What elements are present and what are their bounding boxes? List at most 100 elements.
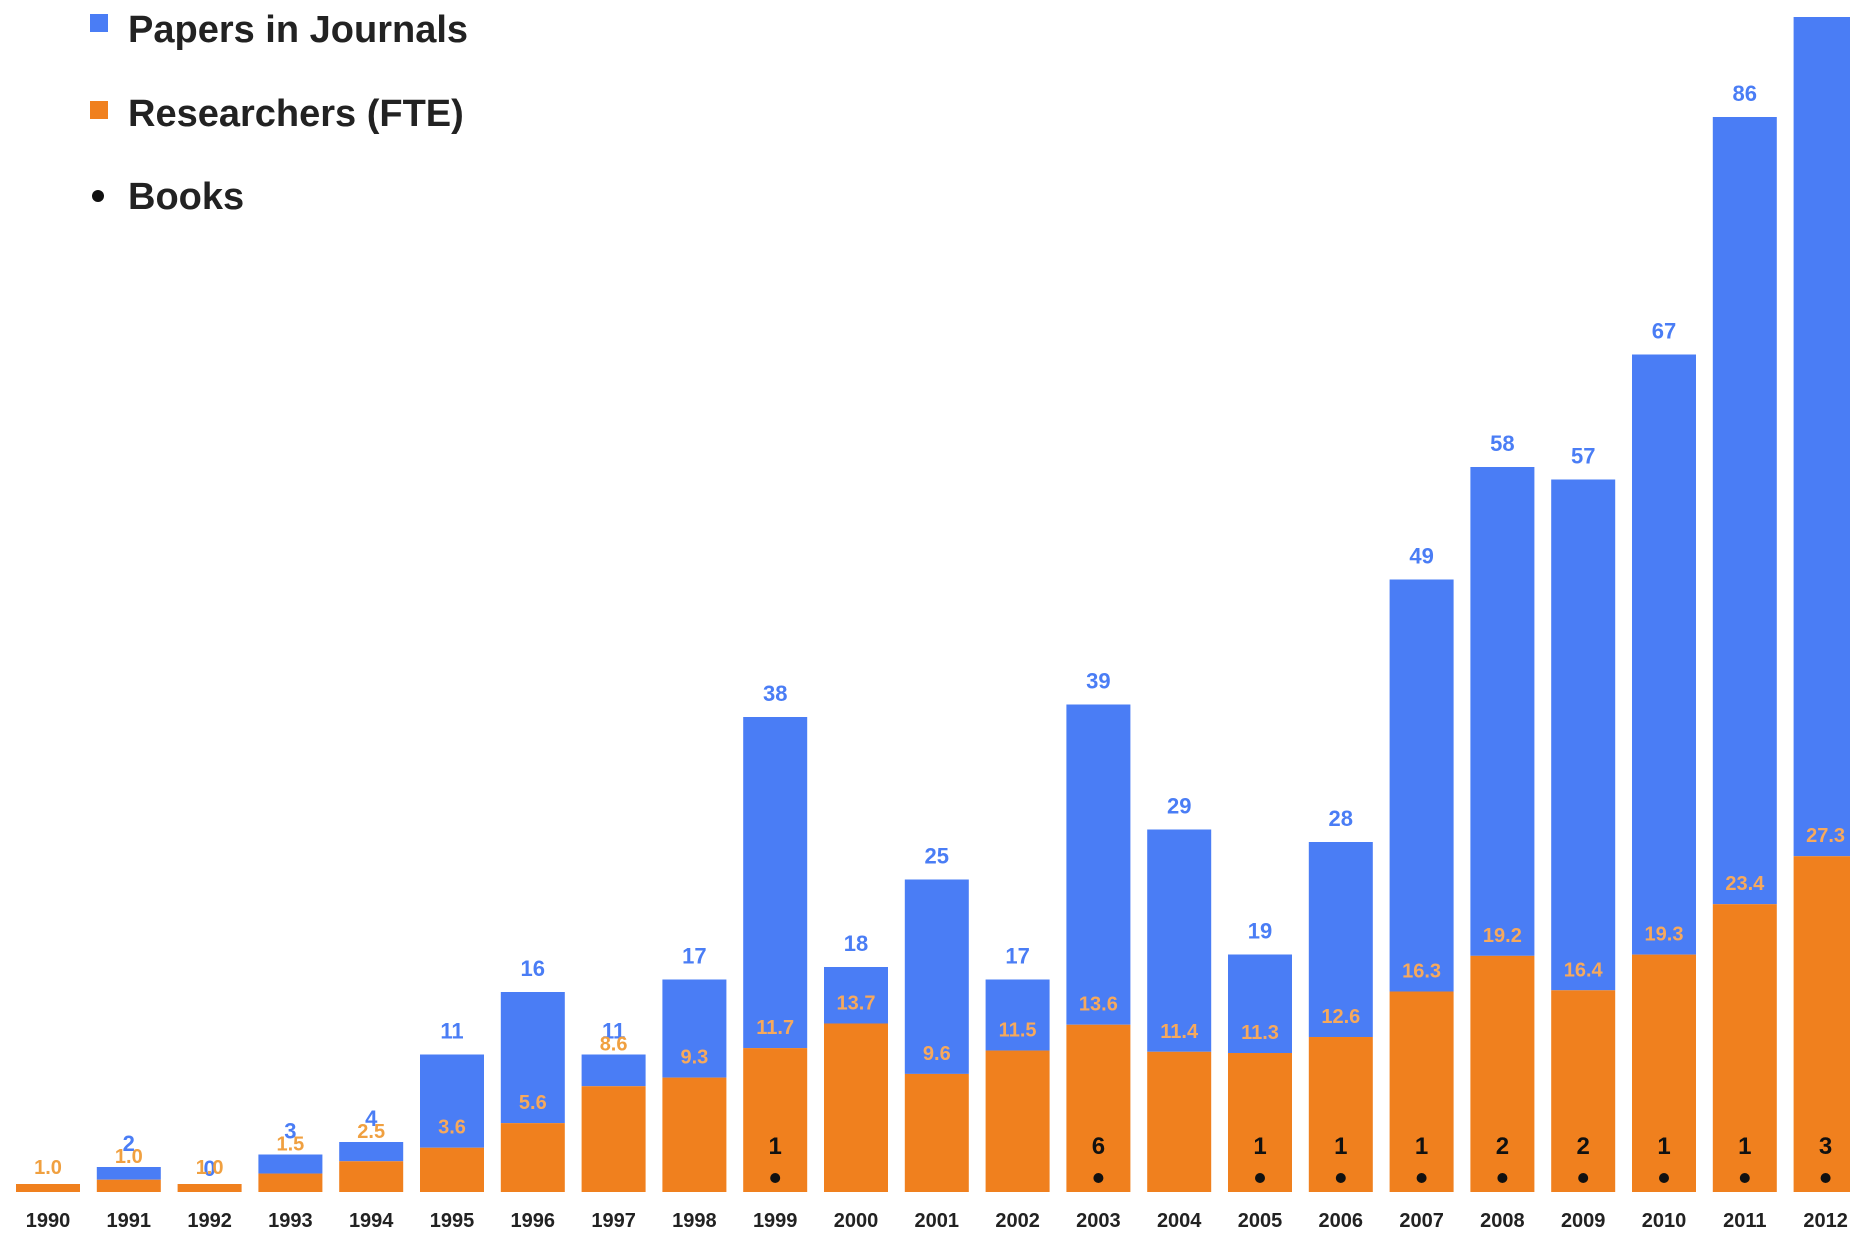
researchers-label-2001: 9.6	[923, 1043, 951, 1065]
x-tick-2008: 2008	[1480, 1210, 1525, 1232]
books-marker-2011	[1739, 1173, 1750, 1183]
researchers-label-2004: 11.4	[1160, 1021, 1199, 1043]
papers-label-1995: 11	[440, 1019, 463, 1044]
researchers-label-2002: 11.5	[999, 1020, 1037, 1042]
papers-label-1999: 38	[763, 681, 787, 706]
papers-label-1991: 2	[123, 1131, 135, 1156]
researchers-label-1998: 9.3	[680, 1047, 708, 1069]
papers-label-2011: 86	[1733, 81, 1757, 106]
researchers-label-2008: 19.2	[1483, 925, 1522, 947]
x-tick-1991: 1991	[107, 1210, 152, 1232]
papers-bar-2006	[1308, 842, 1373, 1038]
researchers-label-2005: 11.3	[1241, 1022, 1279, 1044]
researchers-label-2006: 12.6	[1321, 1006, 1360, 1028]
papers-bar-2003	[1066, 704, 1131, 1025]
researchers-bar-1996	[500, 1123, 565, 1192]
researchers-bar-1991	[96, 1179, 161, 1192]
books-marker-2005	[1255, 1173, 1265, 1183]
x-tick-2005: 2005	[1238, 1210, 1283, 1232]
papers-label-2002: 17	[1005, 944, 1029, 969]
papers-bar-1997	[581, 1054, 646, 1087]
papers-label-2007: 49	[1409, 544, 1433, 569]
papers-label-2001: 25	[925, 844, 949, 869]
researchers-bar-1992	[177, 1184, 242, 1192]
x-tick-2001: 2001	[915, 1210, 960, 1232]
papers-bar-2001	[904, 879, 969, 1074]
researchers-label-1992: 1.0	[196, 1157, 224, 1179]
x-tick-1994: 1994	[349, 1210, 394, 1232]
books-label-2008: 2	[1496, 1133, 1509, 1160]
researchers-label-1993: 1.5	[276, 1134, 304, 1156]
papers-bar-1999	[743, 717, 808, 1049]
researchers-bar-2005	[1228, 1053, 1292, 1192]
researchers-bar-1999	[743, 1048, 808, 1192]
researchers-bar-2001	[904, 1073, 969, 1192]
books-marker-1999	[770, 1173, 781, 1183]
x-axis-ticks: 1990 1991 1992 1993 1994 1995 1996 1997 1998 1999…	[26, 1210, 1848, 1232]
researchers-bar-2011	[1712, 904, 1777, 1192]
x-tick-1992: 1992	[187, 1210, 232, 1232]
bars: 1.021.0 01.031.542.5113.6165.6118.6179.33…	[16, 17, 1850, 1192]
researchers-bar-1993	[258, 1173, 323, 1192]
books-label-2009: 2	[1577, 1133, 1590, 1160]
papers-bar-2009	[1551, 479, 1616, 991]
researchers-label-2007: 16.3	[1402, 961, 1441, 983]
books-label-2012: 3	[1819, 1133, 1832, 1160]
papers-label-2004: 29	[1167, 794, 1191, 819]
books-marker-2009	[1578, 1173, 1589, 1183]
papers-label-1993: 3	[284, 1119, 296, 1144]
papers-label-1994: 4	[365, 1106, 378, 1131]
papers-bar-1995	[420, 1054, 484, 1148]
books-marker-2010	[1659, 1173, 1669, 1183]
x-tick-2010: 2010	[1642, 1210, 1687, 1232]
x-tick-2007: 2007	[1399, 1210, 1444, 1232]
researchers-bar-1994	[339, 1161, 404, 1192]
researchers-label-1999: 11.7	[756, 1017, 794, 1039]
x-tick-2011: 2011	[1723, 1210, 1766, 1232]
researchers-bar-2006	[1308, 1037, 1373, 1192]
x-tick-1997: 1997	[591, 1210, 636, 1232]
x-tick-2000: 2000	[834, 1210, 879, 1232]
books-label-1999: 1	[769, 1133, 782, 1160]
researchers-bar-1998	[662, 1077, 727, 1192]
papers-bar-2004	[1147, 829, 1212, 1052]
researchers-label-2011: 23.4	[1725, 873, 1765, 895]
x-tick-1999: 1999	[753, 1210, 798, 1232]
researchers-bar-2000	[824, 1023, 888, 1192]
x-tick-1998: 1998	[672, 1210, 717, 1232]
x-tick-2004: 2004	[1157, 1210, 1202, 1232]
books-marker-2012	[1820, 1173, 1831, 1183]
researchers-bar-2003	[1066, 1024, 1131, 1192]
papers-label-2009: 57	[1571, 444, 1595, 469]
papers-label-2003: 39	[1086, 669, 1110, 694]
researchers-label-1995: 3.6	[438, 1117, 466, 1139]
papers-label-2010: 67	[1652, 319, 1676, 344]
x-tick-2012: 2012	[1803, 1210, 1848, 1232]
papers-bar-2007	[1389, 579, 1454, 992]
researchers-label-2003: 13.6	[1079, 994, 1118, 1016]
researchers-label-1996: 5.6	[519, 1092, 547, 1114]
legend: Papers in Journals Researchers (FTE) Boo…	[90, 9, 468, 218]
researchers-bar-1997	[581, 1086, 646, 1192]
papers-bar-1998	[662, 979, 727, 1078]
books-marker-2003	[1093, 1173, 1104, 1183]
researchers-label-1994: 2.5	[357, 1121, 385, 1143]
books-label-2007: 1	[1415, 1133, 1428, 1160]
papers-bar-2008	[1470, 467, 1535, 956]
x-tick-2006: 2006	[1319, 1210, 1364, 1232]
books-marker-2006	[1335, 1173, 1346, 1183]
researchers-label-1997: 8.6	[600, 1034, 628, 1056]
papers-label-1997: 11	[602, 1019, 625, 1044]
researchers-label-1991: 1.0	[115, 1146, 143, 1168]
papers-bar-1991	[96, 1167, 161, 1180]
books-label-2006: 1	[1334, 1133, 1347, 1160]
legend-marker-books	[92, 190, 104, 202]
papers-bar-2012	[1793, 17, 1850, 857]
papers-bar-1993	[258, 1154, 323, 1174]
papers-bar-2002	[985, 979, 1050, 1051]
x-tick-2002: 2002	[995, 1210, 1040, 1232]
x-tick-2003: 2003	[1076, 1210, 1121, 1232]
papers-label-1998: 17	[682, 944, 706, 969]
legend-swatch-papers	[90, 14, 108, 32]
